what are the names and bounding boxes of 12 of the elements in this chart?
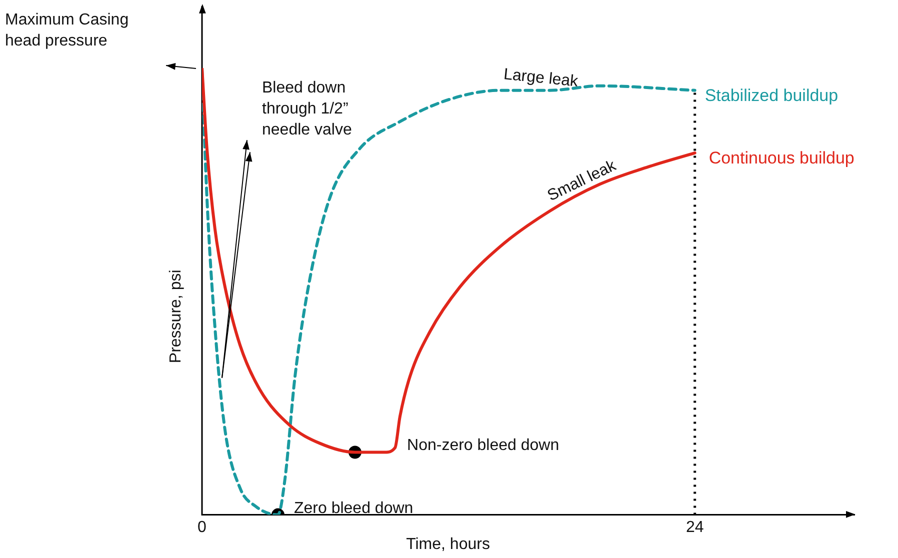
annotation: Bleed down through 1/2” needle valve <box>262 79 352 138</box>
annotation: Stabilized buildup <box>704 86 838 106</box>
annotation: Non-zero bleed down <box>407 437 560 454</box>
x-tick-label: 0 <box>198 518 207 536</box>
x-tick-label: 24 <box>686 518 704 536</box>
y-axis-title: Pressure, psi <box>167 270 184 364</box>
text: Maximum Casing head pressure <box>5 11 129 50</box>
x-axis-title: Time, hours <box>406 536 490 554</box>
annotation: Zero bleed down <box>294 500 414 518</box>
annotation: Small leak <box>544 156 620 205</box>
annotation: Continuous buildup <box>708 148 854 168</box>
annotation: Large leak <box>502 66 580 91</box>
